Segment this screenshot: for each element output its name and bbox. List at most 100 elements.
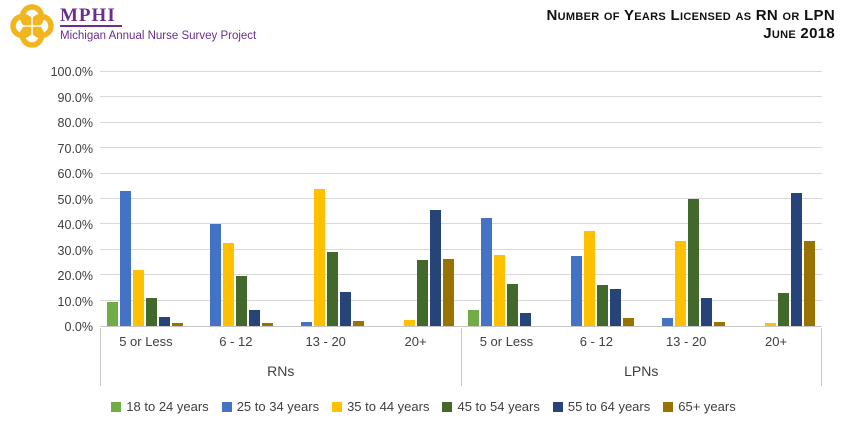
legend-label: 45 to 54 years: [457, 399, 540, 414]
y-tick-label: 70.0%: [57, 141, 93, 156]
category-label: 20+: [765, 334, 788, 349]
plot-area: [100, 71, 822, 327]
mphi-logo: MPHI Michigan Annual Nurse Survey Projec…: [8, 3, 256, 49]
bar: [764, 323, 776, 326]
bar: [172, 323, 184, 326]
bar: [236, 276, 248, 326]
bar: [120, 191, 132, 326]
legend-label: 18 to 24 years: [126, 399, 209, 414]
bar: [223, 243, 235, 326]
y-tick-label: 20.0%: [57, 269, 93, 283]
bar: [803, 240, 815, 326]
bar: [403, 319, 415, 326]
legend-item: 18 to 24 years: [111, 399, 209, 414]
mphi-knot-icon: [10, 4, 54, 48]
y-tick-label: 30.0%: [57, 243, 93, 258]
category-label: 5 or Less: [119, 334, 173, 349]
bar: [326, 252, 338, 326]
logo-tagline: Michigan Annual Nurse Survey Project: [60, 30, 257, 42]
category-cluster: [371, 72, 461, 326]
bar: [520, 313, 532, 326]
gridline: [100, 248, 822, 250]
legend-item: 35 to 44 years: [332, 399, 429, 414]
bar: [700, 298, 712, 326]
gridline: [100, 96, 822, 98]
bar: [597, 285, 609, 326]
y-tick-label: 50.0%: [57, 192, 93, 207]
legend-swatch-icon: [221, 401, 232, 412]
bar: [313, 188, 325, 326]
bar: [790, 192, 802, 326]
axis-group: 5 or Less 6 - 12 13 - 20 20+ RNs: [100, 328, 461, 386]
category-label: 6 - 12: [579, 334, 613, 349]
bar: [352, 320, 364, 326]
category-label: 6 - 12: [219, 334, 253, 349]
category-cluster: [190, 72, 280, 326]
bar: [623, 318, 635, 326]
legend-label: 35 to 44 years: [347, 399, 430, 414]
bar: [262, 323, 274, 326]
gridline: [100, 172, 822, 174]
axis-group: 5 or Less 6 - 12 13 - 20 20+ LPNs: [460, 328, 822, 386]
category-cluster: [461, 72, 551, 326]
y-axis: 0.0% 10.0% 20.0% 30.0% 40.0% 50.0% 60.0% 70.0% 8…: [0, 65, 93, 334]
category-label: 20+: [404, 334, 427, 349]
bar: [146, 298, 158, 326]
bar: [494, 254, 506, 326]
legend-swatch-icon: [663, 401, 674, 412]
legend-item: 45 to 54 years: [442, 399, 540, 414]
legend-label: 65+ years: [678, 399, 736, 414]
category-label-row: 5 or Less 6 - 12 13 - 20 20+: [101, 328, 461, 355]
bar: [300, 322, 312, 326]
category-cluster: [732, 72, 822, 326]
legend-swatch-icon: [332, 401, 343, 412]
category-label: 5 or Less: [479, 334, 534, 349]
bar: [584, 230, 596, 326]
plot-group: [100, 72, 461, 326]
group-label: RNs: [267, 363, 295, 379]
legend-label: 25 to 34 years: [236, 399, 320, 414]
y-tick-label: 90.0%: [57, 90, 93, 105]
bar: [571, 256, 583, 326]
y-tick-label: 0.0%: [64, 320, 94, 334]
legend-swatch-icon: [111, 401, 122, 412]
bar: [777, 292, 789, 326]
chart-title-line2: June 2018: [763, 25, 835, 42]
legend: 18 to 24 years 25 to 34 years 35 to 44 yea…: [0, 399, 847, 414]
legend-swatch-icon: [552, 401, 563, 412]
bar: [687, 199, 699, 326]
gridline: [100, 223, 822, 225]
legend-item: 65+ years: [663, 399, 736, 414]
bar: [416, 259, 428, 326]
category-label-row: 5 or Less 6 - 12 13 - 20 20+: [462, 328, 822, 355]
category-cluster: [551, 72, 641, 326]
category-cluster: [100, 72, 190, 326]
y-tick-label: 60.0%: [57, 167, 93, 181]
bar: [468, 309, 480, 326]
gridline: [100, 121, 822, 123]
chart-title-line1: Number of Years Licensed as RN or LPN: [546, 7, 835, 24]
chart-title: Number of Years Licensed as RN or LPN Ju…: [546, 7, 835, 43]
y-tick-label: 10.0%: [57, 294, 93, 309]
group-label: LPNs: [624, 363, 659, 379]
bar: [429, 210, 441, 326]
category-label: 13 - 20: [665, 334, 707, 349]
category-cluster: [642, 72, 732, 326]
bar: [661, 318, 673, 326]
gridline: [100, 198, 822, 199]
y-tick-label: 100.0%: [50, 65, 93, 79]
bar: [107, 301, 119, 326]
bar: [507, 284, 519, 326]
bar: [442, 258, 454, 326]
bar: [713, 322, 725, 326]
y-tick-label: 80.0%: [57, 116, 93, 130]
logo-acronym: MPHI: [60, 6, 122, 27]
logo-text: MPHI Michigan Annual Nurse Survey Projec…: [60, 3, 256, 42]
gridline: [100, 299, 822, 301]
y-tick-label: 40.0%: [57, 218, 93, 232]
bar: [481, 218, 493, 326]
plot-group: [461, 72, 822, 326]
bar: [249, 309, 261, 326]
legend-label: 55 to 64 years: [567, 399, 651, 414]
